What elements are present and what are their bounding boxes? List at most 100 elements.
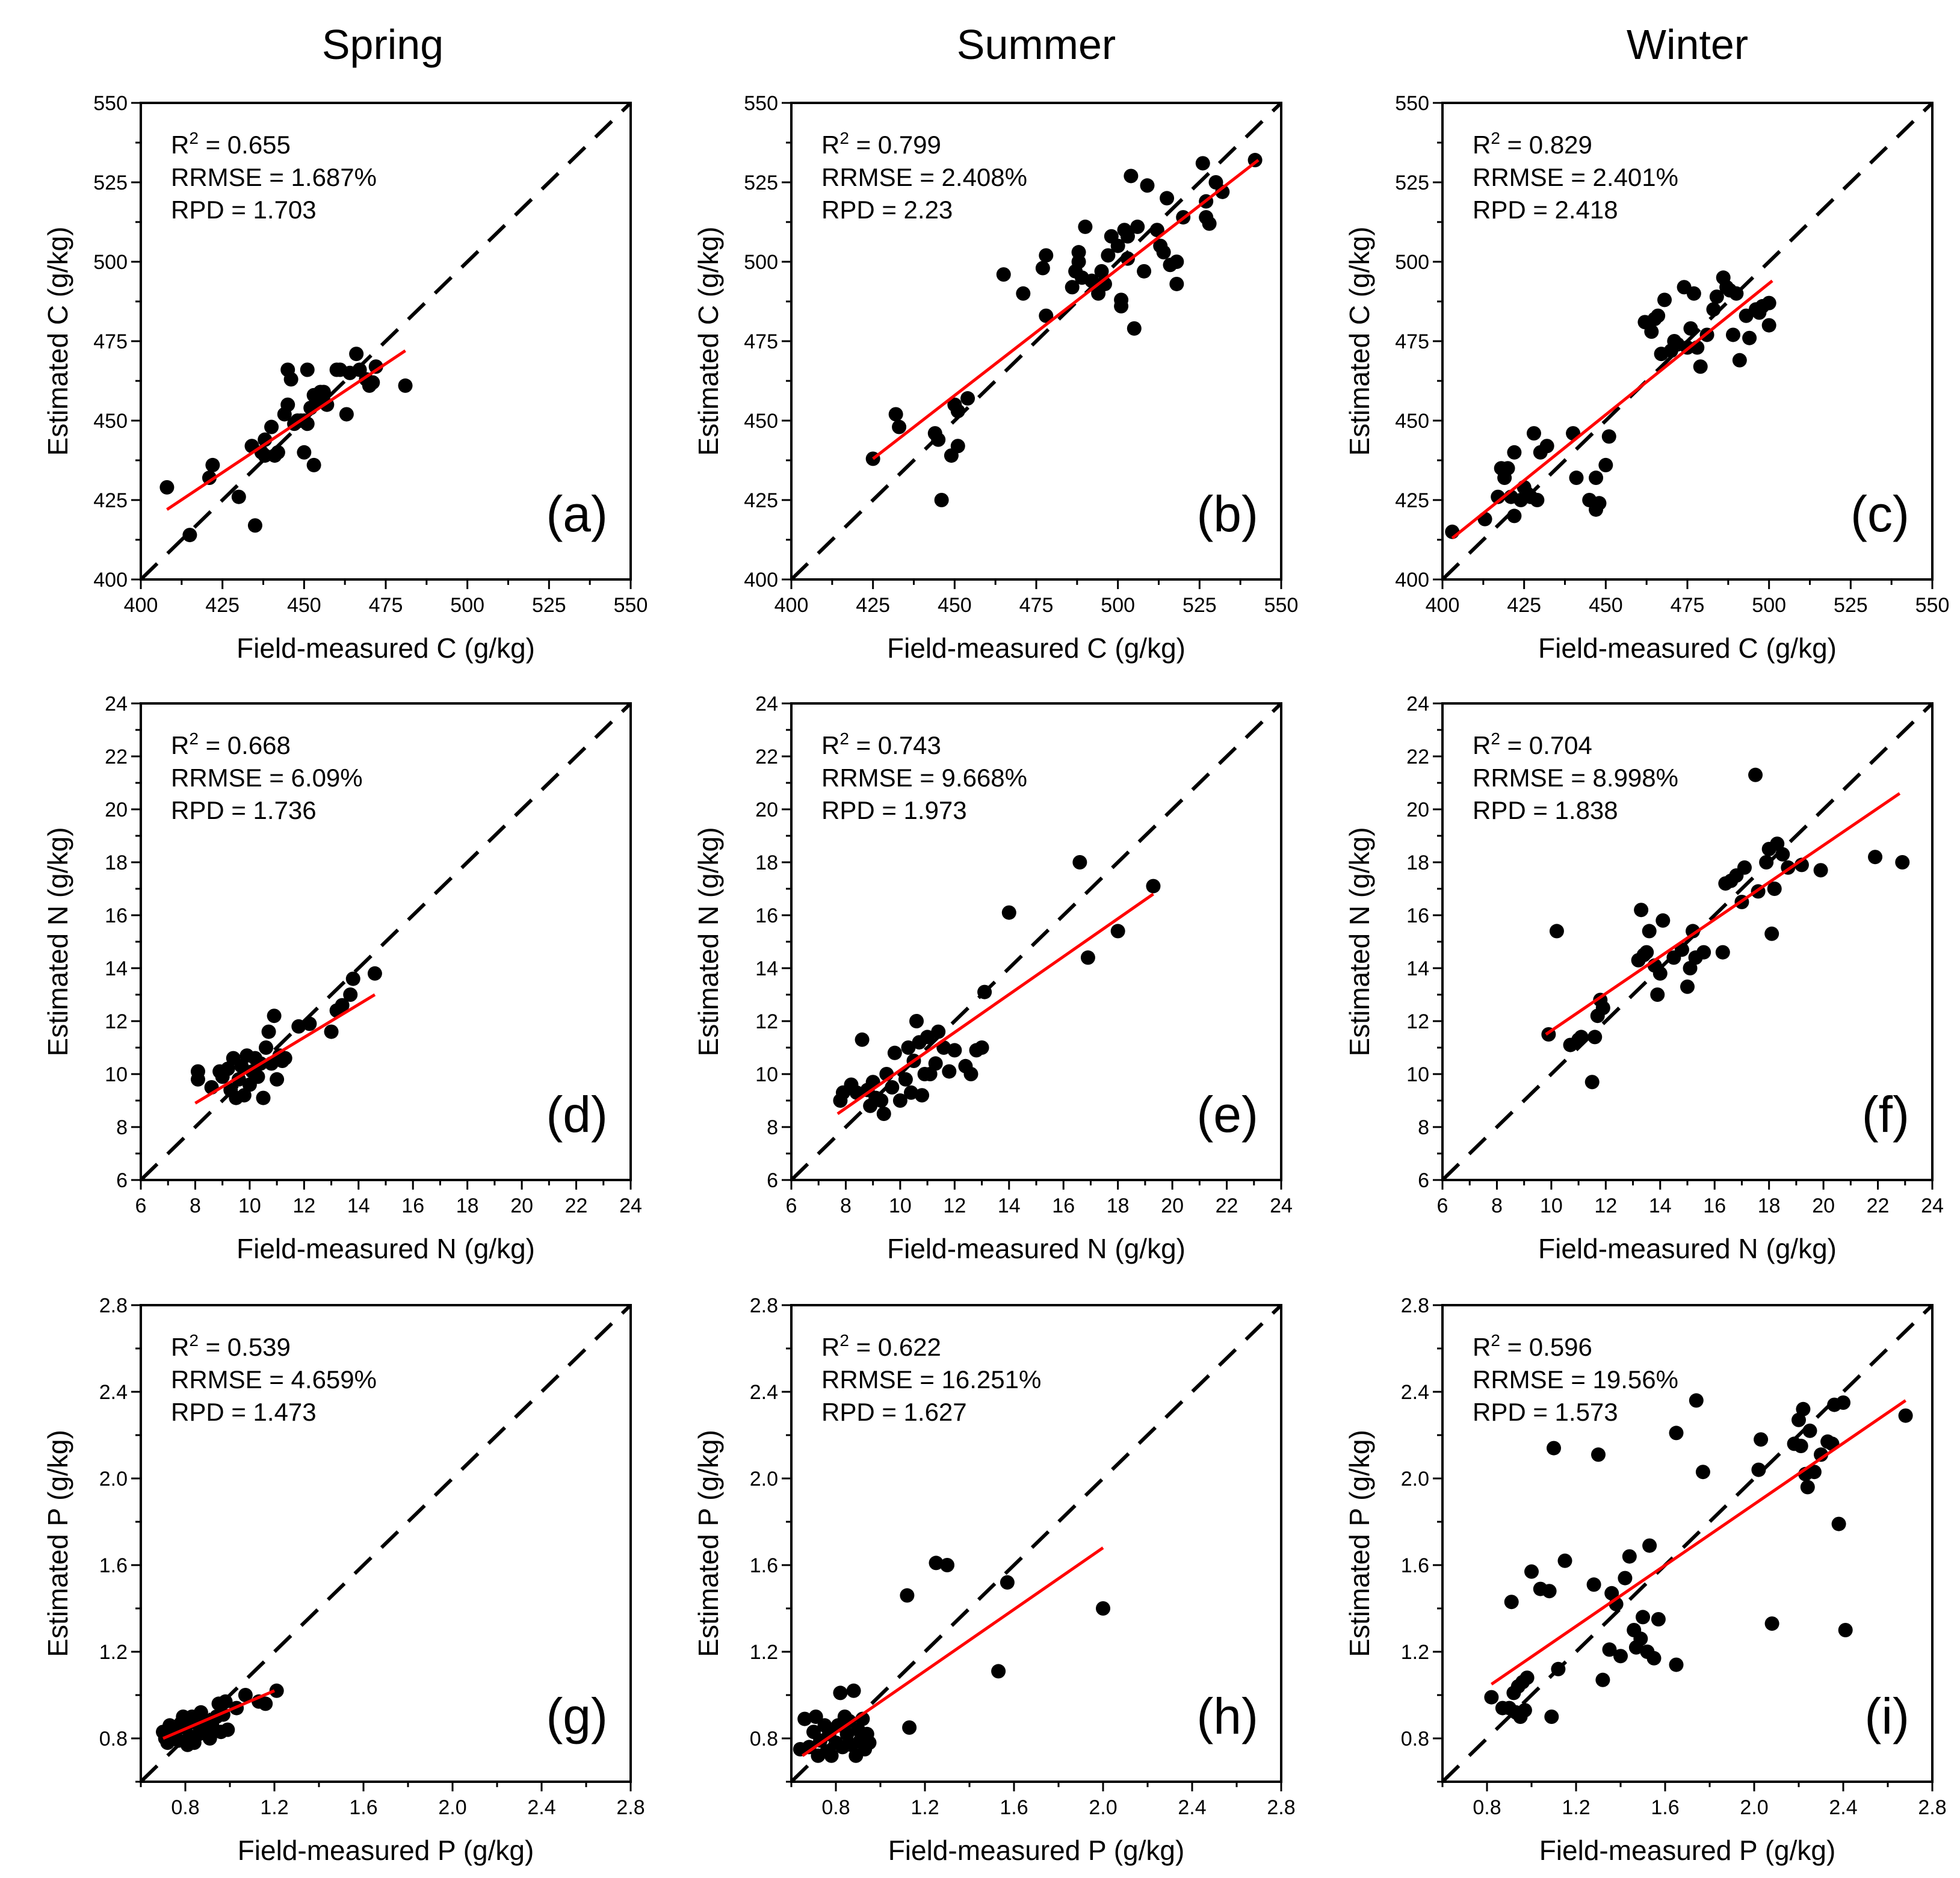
x-tick-label: 400 — [1426, 594, 1460, 617]
stat-rrmse: RRMSE = 4.659% — [171, 1365, 377, 1394]
data-point — [1693, 359, 1708, 374]
regression-line — [836, 892, 1154, 1116]
data-point — [1130, 219, 1145, 234]
data-point — [888, 407, 903, 422]
data-point — [1642, 1538, 1657, 1553]
stat-rpd: RPD = 1.973 — [821, 796, 967, 824]
data-point — [1792, 1412, 1806, 1427]
panel-d: 66 8 8 10 10 12 12 14 14 16 16 18 18 20 20 22 22 24 24 R2 =… — [42, 693, 642, 1264]
data-point — [963, 1067, 978, 1081]
data-point — [302, 1016, 317, 1031]
data-point — [202, 471, 217, 486]
x-axis-label: Field-measured N (g/kg) — [236, 1233, 535, 1264]
data-point — [876, 1107, 891, 1121]
x-tick-label: 400 — [774, 594, 809, 617]
data-point — [1557, 1553, 1572, 1568]
y-tick-label: 14 — [755, 957, 778, 980]
data-point — [874, 1093, 889, 1108]
y-tick-label: 2.4 — [1401, 1381, 1429, 1404]
stat-rpd: RPD = 2.418 — [1473, 196, 1618, 224]
x-tick-label: 24 — [619, 1194, 642, 1217]
x-tick-label: 1.6 — [1651, 1796, 1679, 1819]
data-point — [1595, 1001, 1610, 1015]
y-tick-label: 16 — [105, 904, 128, 927]
y-tick-label: 425 — [1395, 489, 1429, 512]
data-point — [264, 419, 279, 434]
panel-label: (e) — [1196, 1086, 1258, 1143]
x-tick-label: 2.4 — [1178, 1796, 1206, 1819]
data-point — [258, 1696, 273, 1711]
y-tick-label: 10 — [755, 1063, 778, 1086]
x-tick-label: 475 — [369, 594, 403, 617]
y-tick-label: 22 — [755, 746, 778, 768]
y-tick-label: 20 — [755, 798, 778, 821]
data-point — [1071, 245, 1086, 260]
y-tick-label: 18 — [1406, 851, 1429, 874]
y-tick-label: 400 — [744, 569, 778, 592]
data-point — [1544, 1710, 1559, 1724]
regression-line — [1490, 1399, 1907, 1686]
panel-h: 0.8 0.8 1.2 1.2 1.6 1.6 2.0 2.0 2.4 2.4 2.8 2.8 R2 =… — [693, 1294, 1296, 1866]
data-point — [898, 1072, 913, 1087]
panel-label: (a) — [546, 486, 608, 542]
column-title-winter: Winter — [1627, 21, 1748, 68]
data-point — [1491, 489, 1506, 504]
data-point — [909, 1014, 924, 1028]
y-tick-label: 550 — [1395, 92, 1429, 115]
panel-label: (h) — [1196, 1688, 1258, 1744]
column-title-summer: Summer — [957, 21, 1116, 68]
data-point — [1598, 457, 1613, 472]
y-tick-label: 550 — [93, 92, 128, 115]
x-tick-label: 0.8 — [821, 1796, 850, 1819]
x-tick-label: 425 — [1507, 594, 1541, 617]
y-tick-label: 400 — [1395, 569, 1429, 592]
x-tick-label: 2.8 — [1267, 1796, 1295, 1819]
data-point — [1618, 1571, 1633, 1586]
data-point — [1001, 905, 1016, 920]
data-point — [1000, 1575, 1015, 1590]
one-to-one-line — [139, 702, 632, 1182]
regression-line — [802, 1546, 1104, 1757]
x-tick-label: 2.8 — [616, 1796, 645, 1819]
x-tick-label: 12 — [292, 1194, 315, 1217]
data-point — [1655, 913, 1671, 928]
data-point — [950, 439, 965, 454]
data-point — [996, 267, 1011, 282]
stat-rrmse: RRMSE = 9.668% — [821, 764, 1027, 792]
y-tick-label: 20 — [1406, 798, 1429, 821]
data-point — [1539, 439, 1554, 454]
data-point — [1195, 156, 1210, 171]
y-tick-label: 1.6 — [99, 1554, 128, 1577]
data-point — [1836, 1395, 1850, 1410]
data-point — [297, 445, 312, 460]
data-point — [202, 1731, 217, 1746]
data-point — [238, 1688, 253, 1702]
x-tick-label: 525 — [532, 594, 566, 617]
data-point — [947, 1043, 962, 1058]
data-point — [1080, 950, 1095, 965]
data-point — [398, 378, 413, 393]
data-point — [1551, 1661, 1566, 1676]
x-tick-label: 1.2 — [910, 1796, 939, 1819]
data-point — [1524, 1564, 1539, 1579]
x-tick-label: 6 — [786, 1194, 797, 1217]
data-point — [991, 1664, 1006, 1679]
data-point — [300, 362, 315, 377]
stat-r2: R2 = 0.829 — [1473, 129, 1592, 159]
y-tick-label: 2.0 — [1401, 1468, 1429, 1490]
x-tick-label: 6 — [135, 1194, 147, 1217]
data-point — [1072, 855, 1087, 870]
data-point — [931, 432, 946, 447]
data-point — [205, 457, 220, 472]
data-point — [1868, 850, 1883, 865]
x-tick-label: 2.4 — [527, 1796, 555, 1819]
data-point — [1519, 1670, 1535, 1685]
one-to-one-line — [1441, 1303, 1934, 1784]
stat-r2: R2 = 0.743 — [821, 729, 941, 759]
data-point — [929, 1555, 944, 1571]
data-point — [159, 480, 175, 495]
y-tick-label: 2.8 — [1401, 1294, 1429, 1317]
x-tick-label: 20 — [1812, 1194, 1835, 1217]
data-point — [1729, 286, 1744, 301]
